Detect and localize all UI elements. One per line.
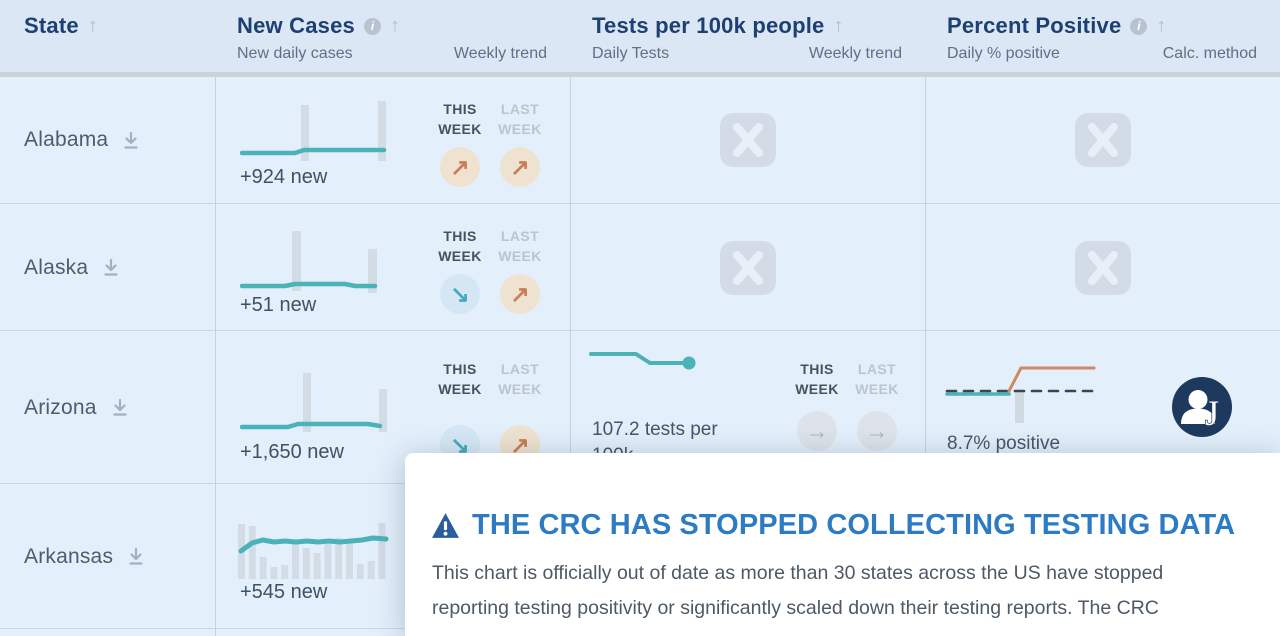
- header-percent-positive: Percent Positive i ↑ Daily % positive Ca…: [925, 0, 1280, 72]
- new-cases-value: +1,650 new: [240, 441, 344, 463]
- subheader-daily-pct-positive: Daily % positive: [947, 45, 1060, 62]
- no-data-icon: [719, 113, 776, 167]
- new-cases-sparkline: [240, 231, 378, 293]
- sort-arrow-icon[interactable]: ↑: [389, 15, 400, 37]
- info-icon[interactable]: i: [1130, 17, 1148, 35]
- trend-flat-icon: →: [797, 411, 837, 451]
- subheader-weekly-trend: Weekly trend: [808, 45, 902, 62]
- column-divider: [215, 0, 216, 636]
- weekly-trend: THIS WEEK LAST WEEK ↘ ↗: [432, 359, 548, 465]
- weekly-trend: THIS WEEK LAST WEEK ↗ ↗: [432, 99, 548, 187]
- this-week-label: THIS WEEK: [438, 361, 482, 397]
- new-cases-value: +924 new: [240, 166, 328, 188]
- no-data-icon: [1074, 113, 1131, 167]
- table-header: State ↑ New Cases i ↑ New daily cases We…: [0, 0, 1280, 77]
- download-icon[interactable]: [127, 547, 145, 566]
- state-name: Alaska: [24, 255, 89, 279]
- no-data-icon: [1074, 240, 1131, 295]
- user-avatar[interactable]: J: [1172, 377, 1232, 437]
- new-cases-cell: +924 new THIS WEEK LAST WEEK ↗ ↗: [215, 77, 570, 203]
- no-data-icon: [719, 240, 776, 295]
- warning-icon: [432, 513, 459, 538]
- trend-up-icon: ↗: [500, 274, 540, 314]
- state-name: Arkansas: [24, 544, 114, 568]
- new-cases-sparkline: [240, 373, 387, 432]
- notice-title: THE CRC HAS STOPPED COLLECTING TESTING D…: [472, 509, 1236, 541]
- new-cases-sparkline: [240, 101, 387, 161]
- table-row-alabama: Alabama +924 new THIS WEEK LAST WEEK ↗ ↗: [0, 77, 1280, 203]
- tests-cell: [570, 204, 925, 331]
- last-week-label: LAST WEEK: [498, 228, 542, 264]
- sort-arrow-icon[interactable]: ↑: [833, 15, 844, 37]
- subheader-calc-method: Calc. method: [1162, 45, 1257, 62]
- column-divider: [570, 0, 571, 636]
- avatar-initial: J: [1205, 393, 1219, 433]
- subheader-new-daily-cases: New daily cases: [237, 45, 353, 62]
- state-cell: Alaska: [0, 204, 215, 331]
- state-cell: Arizona: [0, 331, 215, 484]
- last-week-label: LAST WEEK: [498, 361, 542, 397]
- state-name: Alabama: [24, 128, 109, 151]
- subheader-weekly-trend: Weekly trend: [453, 45, 547, 62]
- percent-positive-value: 8.7% positive: [947, 433, 1061, 454]
- tests-cell: [570, 77, 925, 203]
- state-cell: Alabama: [0, 77, 215, 203]
- trend-down-icon: ↘: [440, 274, 480, 314]
- info-icon[interactable]: i: [363, 17, 381, 35]
- last-week-label: LAST WEEK: [855, 361, 899, 397]
- percent-positive-cell: [925, 77, 1280, 203]
- tests-sparkline: [589, 352, 696, 370]
- trend-up-icon: ↗: [500, 147, 540, 187]
- download-icon[interactable]: [122, 131, 140, 150]
- new-cases-sparkline: [238, 523, 389, 579]
- header-percent-positive-label[interactable]: Percent Positive: [947, 13, 1122, 38]
- new-cases-value: +545 new: [240, 581, 328, 603]
- testing-data-notice: THE CRC HAS STOPPED COLLECTING TESTING D…: [405, 453, 1280, 636]
- subheader-daily-tests: Daily Tests: [592, 45, 670, 62]
- weekly-trend: THIS WEEK LAST WEEK ↘ ↗: [432, 226, 548, 314]
- percent-positive-cell: 8.7% positive J: [925, 331, 1280, 484]
- table-row-alaska: Alaska +51 new THIS WEEK LAST WEEK ↘ ↗: [0, 203, 1280, 331]
- column-divider: [925, 0, 926, 636]
- new-cases-cell: +545 new: [215, 484, 570, 629]
- this-week-label: THIS WEEK: [438, 101, 482, 137]
- this-week-label: THIS WEEK: [438, 228, 482, 264]
- header-state-label[interactable]: State: [24, 13, 79, 38]
- sort-arrow-icon[interactable]: ↑: [87, 15, 98, 37]
- new-cases-cell: +51 new THIS WEEK LAST WEEK ↘ ↗: [215, 204, 570, 331]
- header-tests-label[interactable]: Tests per 100k people: [592, 13, 825, 38]
- trend-flat-icon: →: [857, 411, 897, 451]
- download-icon[interactable]: [102, 258, 120, 277]
- this-week-label: THIS WEEK: [795, 361, 839, 397]
- percent-positive-cell: [925, 204, 1280, 331]
- percent-positive-sparkline: [945, 366, 1097, 423]
- header-tests-per-100k: Tests per 100k people ↑ Daily Tests Week…: [570, 0, 925, 72]
- header-new-cases-label[interactable]: New Cases: [237, 13, 355, 38]
- state-name: Arizona: [24, 395, 97, 419]
- header-state: State ↑: [0, 0, 215, 72]
- trend-up-icon: ↗: [440, 147, 480, 187]
- last-week-label: LAST WEEK: [498, 101, 542, 137]
- weekly-trend: THIS WEEK LAST WEEK → →: [789, 359, 905, 451]
- new-cases-value: +51 new: [240, 294, 317, 316]
- header-new-cases: New Cases i ↑ New daily cases Weekly tre…: [215, 0, 570, 72]
- sort-arrow-icon[interactable]: ↑: [1156, 15, 1167, 37]
- download-icon[interactable]: [111, 398, 129, 417]
- notice-body: This chart is officially out of date as …: [432, 562, 1164, 619]
- state-cell: Arkansas: [0, 484, 215, 629]
